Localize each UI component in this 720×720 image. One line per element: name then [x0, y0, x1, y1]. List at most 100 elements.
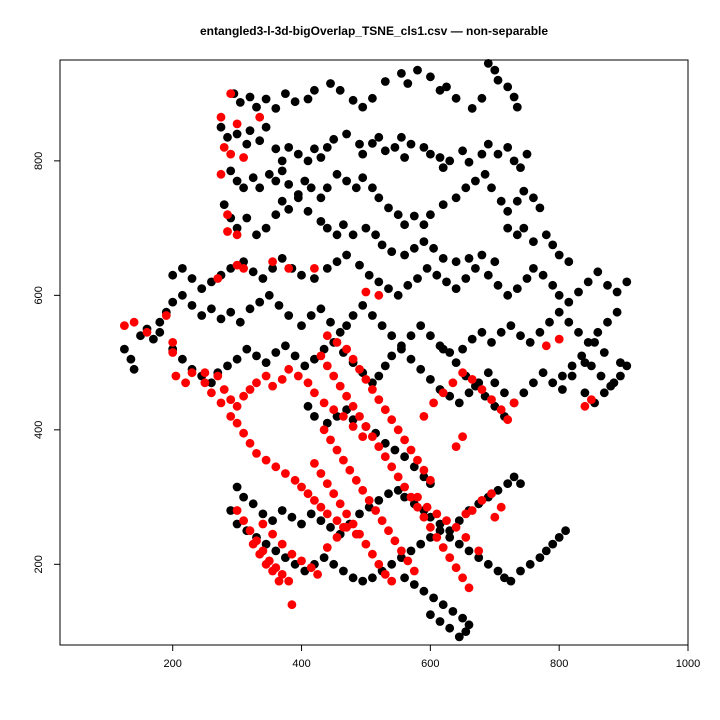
data-point-black	[155, 317, 165, 327]
data-point-black	[120, 344, 129, 354]
data-point-red	[541, 341, 551, 351]
data-point-black	[290, 97, 300, 107]
data-point-black	[384, 203, 393, 213]
data-point-black	[612, 307, 622, 317]
data-point-red	[397, 546, 406, 556]
data-point-black	[503, 206, 513, 216]
data-point-black	[483, 59, 493, 68]
data-point-red	[216, 169, 226, 179]
data-point-black	[306, 183, 316, 193]
data-point-black	[558, 371, 567, 381]
data-point-black	[255, 136, 265, 146]
data-point-black	[458, 344, 467, 354]
data-point-red	[207, 388, 216, 398]
data-point-black	[496, 327, 506, 337]
data-point-red	[310, 388, 319, 398]
data-point-black	[554, 307, 564, 317]
data-point-black	[252, 230, 261, 240]
data-point-red	[316, 351, 326, 361]
data-point-black	[268, 264, 277, 273]
data-point-black	[522, 149, 532, 159]
data-point-black	[535, 553, 545, 562]
data-point-black	[522, 274, 532, 283]
data-point-black	[603, 317, 612, 327]
data-point-red	[458, 573, 467, 583]
data-point-black	[274, 301, 284, 310]
data-point-black	[326, 522, 335, 532]
data-point-red	[374, 442, 384, 451]
y-tick-label: 400	[33, 421, 45, 439]
data-point-black	[464, 546, 474, 556]
data-point-black	[548, 280, 558, 290]
data-point-red	[496, 405, 506, 415]
data-point-red	[358, 485, 368, 495]
data-point-black	[239, 492, 249, 502]
data-point-black	[422, 264, 432, 273]
data-point-black	[435, 526, 445, 536]
data-point-black	[454, 516, 464, 525]
data-point-black	[380, 361, 390, 371]
data-point-red	[313, 570, 322, 579]
data-point-black	[271, 348, 281, 357]
data-point-black	[409, 462, 419, 472]
data-point-red	[326, 435, 335, 445]
data-point-black	[519, 186, 529, 196]
data-point-red	[345, 465, 355, 475]
data-point-black	[358, 576, 368, 586]
data-point-black	[242, 213, 252, 223]
data-point-black	[493, 280, 503, 290]
data-point-black	[435, 153, 445, 162]
data-point-black	[564, 317, 574, 327]
data-point-red	[200, 368, 210, 378]
data-point-black	[239, 183, 249, 193]
data-point-black	[232, 223, 242, 233]
data-point-black	[335, 85, 345, 95]
data-point-black	[351, 183, 361, 193]
data-point-black	[512, 230, 522, 240]
data-point-black	[248, 499, 258, 509]
data-point-black	[493, 75, 503, 85]
data-point-red	[461, 533, 471, 542]
data-point-red	[364, 496, 374, 505]
data-point-black	[271, 144, 281, 154]
data-point-black	[516, 163, 525, 173]
data-point-black	[390, 143, 400, 152]
data-point-red	[239, 264, 249, 273]
data-point-black	[448, 607, 458, 616]
data-point-red	[319, 398, 329, 408]
y-axis: 200 400 600 800	[33, 152, 60, 573]
data-point-red	[329, 371, 339, 381]
data-point-red	[438, 543, 448, 552]
data-point-black	[583, 277, 593, 287]
data-point-black	[538, 368, 548, 378]
data-point-red	[261, 371, 271, 381]
data-point-red	[245, 438, 255, 448]
data-point-black	[503, 479, 513, 488]
data-point-red	[322, 361, 332, 371]
data-point-black	[339, 566, 348, 576]
data-point-red	[380, 452, 390, 462]
data-point-black	[529, 378, 538, 388]
data-point-black	[471, 176, 480, 186]
data-point-black	[451, 193, 461, 203]
data-point-red	[187, 368, 197, 378]
data-point-red	[329, 489, 339, 499]
data-point-black	[435, 617, 445, 626]
data-point-red	[377, 516, 387, 525]
data-point-red	[261, 559, 271, 569]
data-point-black	[258, 509, 268, 519]
data-point-black	[277, 156, 287, 166]
data-point-red	[226, 412, 236, 421]
data-point-black	[342, 176, 351, 186]
data-point-red	[322, 509, 332, 519]
data-point-red	[458, 368, 467, 378]
data-point-black	[387, 351, 397, 361]
data-point-black	[400, 220, 409, 230]
data-point-black	[197, 284, 207, 293]
data-point-red	[335, 381, 345, 391]
data-point-black	[387, 247, 397, 256]
data-point-black	[342, 250, 351, 260]
data-point-black	[416, 539, 426, 549]
data-point-black	[316, 153, 326, 162]
data-point-black	[368, 139, 377, 148]
